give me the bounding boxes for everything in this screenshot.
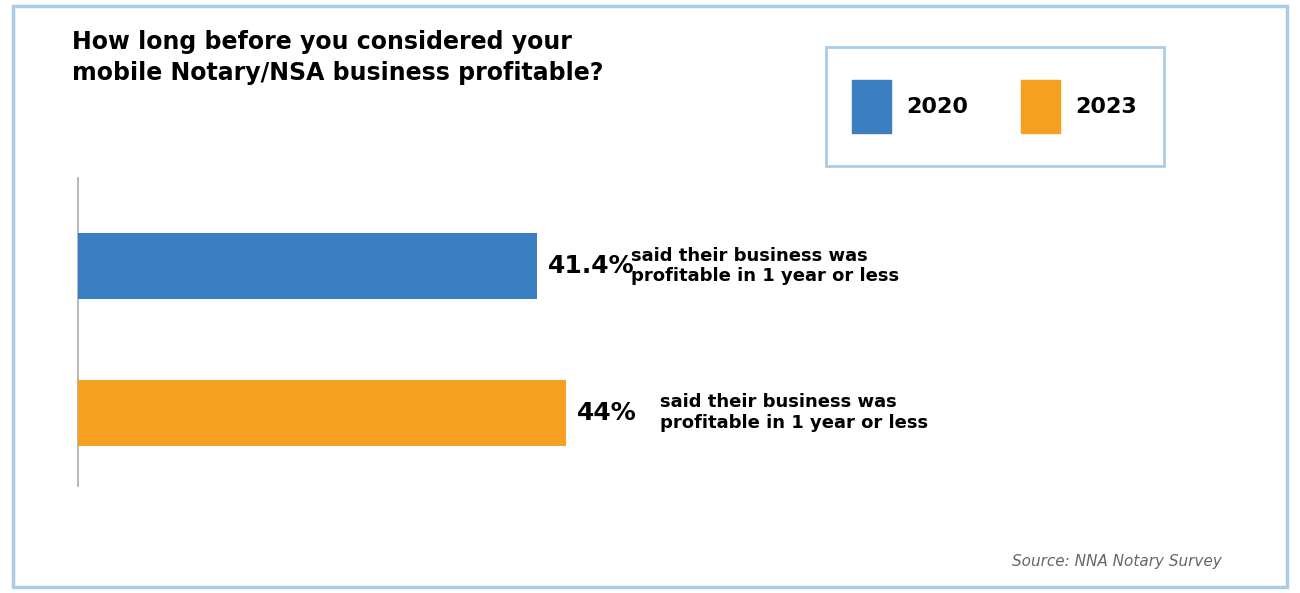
Text: 2020: 2020 — [906, 97, 968, 117]
Text: 44%: 44% — [577, 401, 637, 425]
Text: 2023: 2023 — [1075, 97, 1136, 117]
Text: How long before you considered your
mobile Notary/NSA business profitable?: How long before you considered your mobi… — [72, 30, 603, 85]
Bar — [78, 233, 537, 299]
Bar — [78, 380, 566, 446]
Text: said their business was
profitable in 1 year or less: said their business was profitable in 1 … — [632, 247, 900, 285]
Text: Source: NNA Notary Survey: Source: NNA Notary Survey — [1013, 554, 1222, 569]
Text: 41.4%: 41.4% — [549, 254, 634, 278]
Text: said their business was
profitable in 1 year or less: said their business was profitable in 1 … — [660, 393, 928, 432]
